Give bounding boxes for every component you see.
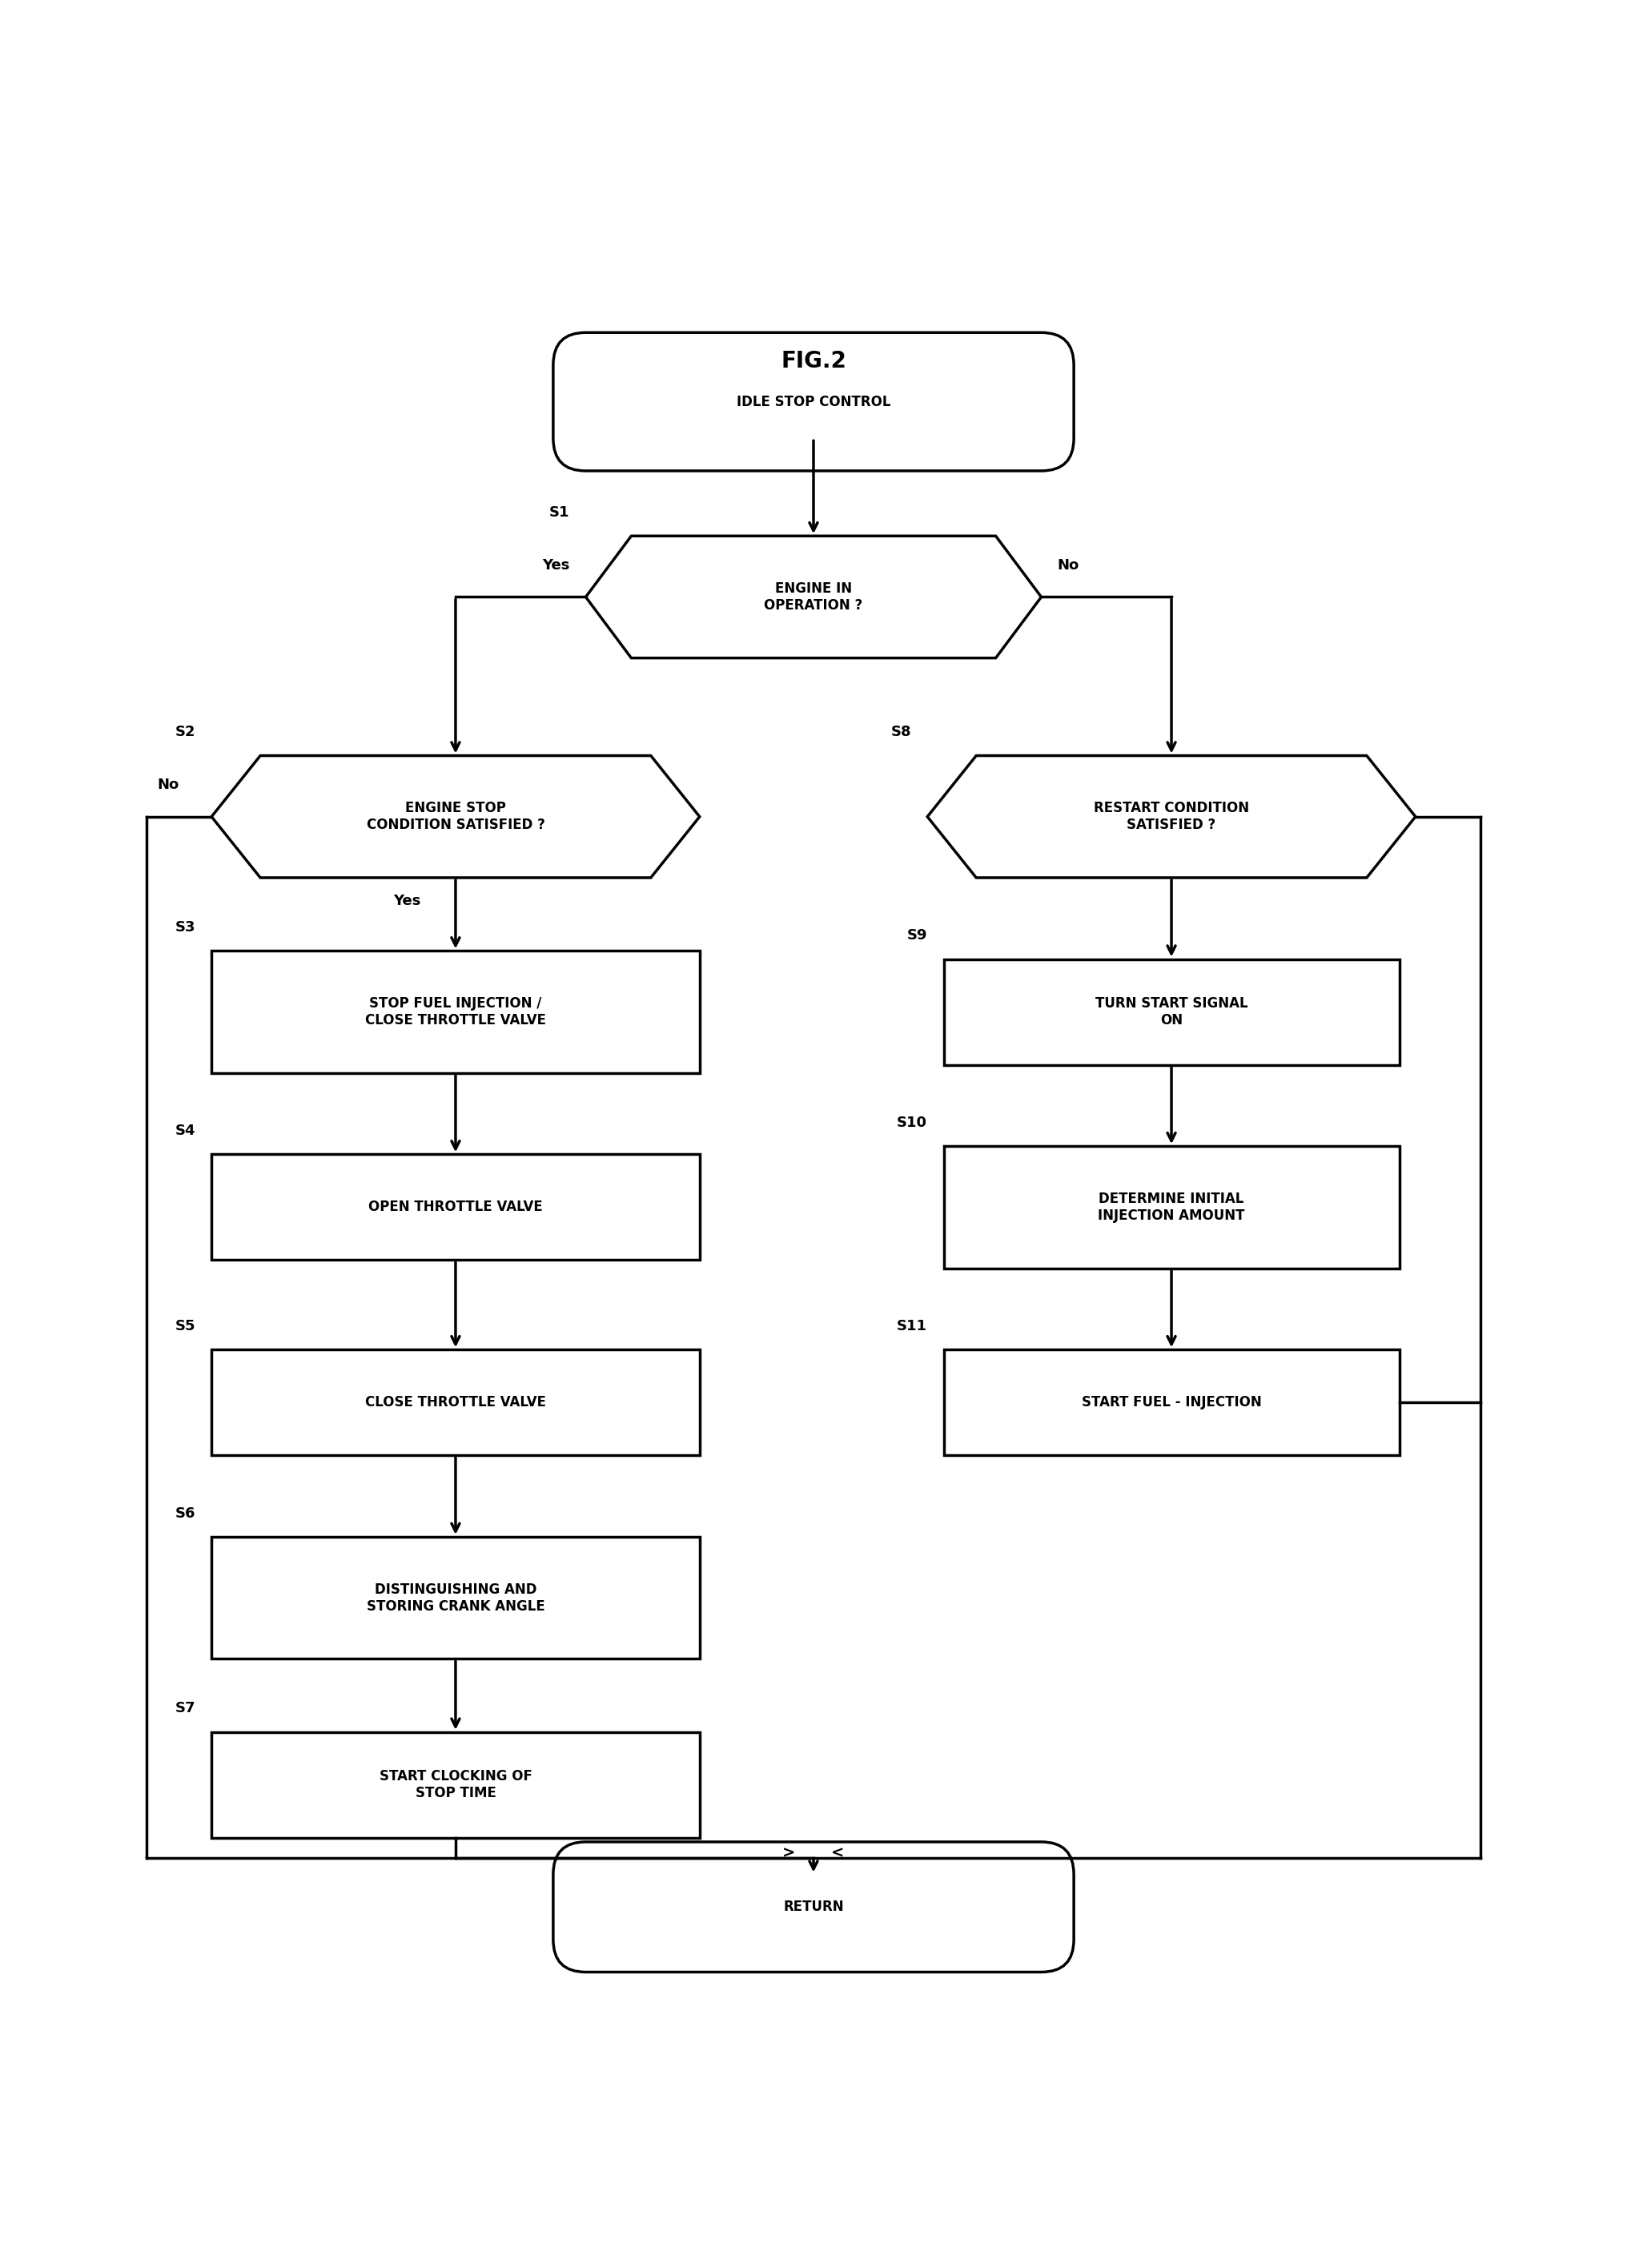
Bar (212, 1349, 700, 1456)
Text: S1: S1 (548, 506, 569, 519)
Bar (212, 950, 700, 1073)
Text: CLOSE THROTTLE VALVE: CLOSE THROTTLE VALVE (364, 1395, 547, 1411)
Text: RESTART CONDITION
SATISFIED ?: RESTART CONDITION SATISFIED ? (1093, 801, 1250, 832)
Polygon shape (212, 755, 700, 878)
Bar (212, 1733, 700, 1837)
Text: S9: S9 (906, 928, 927, 943)
Text: <: < (831, 1846, 844, 1860)
Bar (944, 1349, 1399, 1456)
Text: S3: S3 (174, 921, 195, 934)
FancyBboxPatch shape (553, 333, 1074, 472)
Text: FIG.2: FIG.2 (781, 349, 846, 372)
Text: S10: S10 (896, 1116, 927, 1129)
Text: No: No (158, 778, 179, 792)
Polygon shape (586, 535, 1041, 658)
Text: Yes: Yes (542, 558, 569, 572)
Text: No: No (1058, 558, 1079, 572)
Text: OPEN THROTTLE VALVE: OPEN THROTTLE VALVE (368, 1200, 543, 1213)
Text: S2: S2 (174, 726, 195, 739)
Text: RETURN: RETURN (783, 1901, 844, 1914)
Text: S6: S6 (174, 1506, 195, 1520)
Text: ENGINE IN
OPERATION ?: ENGINE IN OPERATION ? (765, 581, 862, 612)
Polygon shape (927, 755, 1415, 878)
Text: DISTINGUISHING AND
STORING CRANK ANGLE: DISTINGUISHING AND STORING CRANK ANGLE (366, 1583, 545, 1613)
Text: START FUEL - INJECTION: START FUEL - INJECTION (1082, 1395, 1261, 1411)
Text: S5: S5 (174, 1320, 195, 1334)
Text: START CLOCKING OF
STOP TIME: START CLOCKING OF STOP TIME (379, 1769, 532, 1801)
Text: S4: S4 (174, 1123, 195, 1139)
Text: TURN START SIGNAL
ON: TURN START SIGNAL ON (1095, 996, 1248, 1027)
Text: >: > (783, 1846, 796, 1860)
Bar (212, 1538, 700, 1658)
Text: ENGINE STOP
CONDITION SATISFIED ?: ENGINE STOP CONDITION SATISFIED ? (366, 801, 545, 832)
Text: Yes: Yes (394, 894, 420, 909)
Bar (212, 1154, 700, 1261)
Bar (944, 959, 1399, 1066)
Text: S11: S11 (896, 1320, 927, 1334)
Text: S8: S8 (890, 726, 911, 739)
Text: STOP FUEL INJECTION /
CLOSE THROTTLE VALVE: STOP FUEL INJECTION / CLOSE THROTTLE VAL… (364, 996, 547, 1027)
Text: DETERMINE INITIAL
INJECTION AMOUNT: DETERMINE INITIAL INJECTION AMOUNT (1098, 1191, 1245, 1222)
FancyBboxPatch shape (553, 1842, 1074, 1973)
Text: S7: S7 (174, 1701, 195, 1717)
Bar (944, 1145, 1399, 1268)
Text: IDLE STOP CONTROL: IDLE STOP CONTROL (737, 395, 890, 408)
